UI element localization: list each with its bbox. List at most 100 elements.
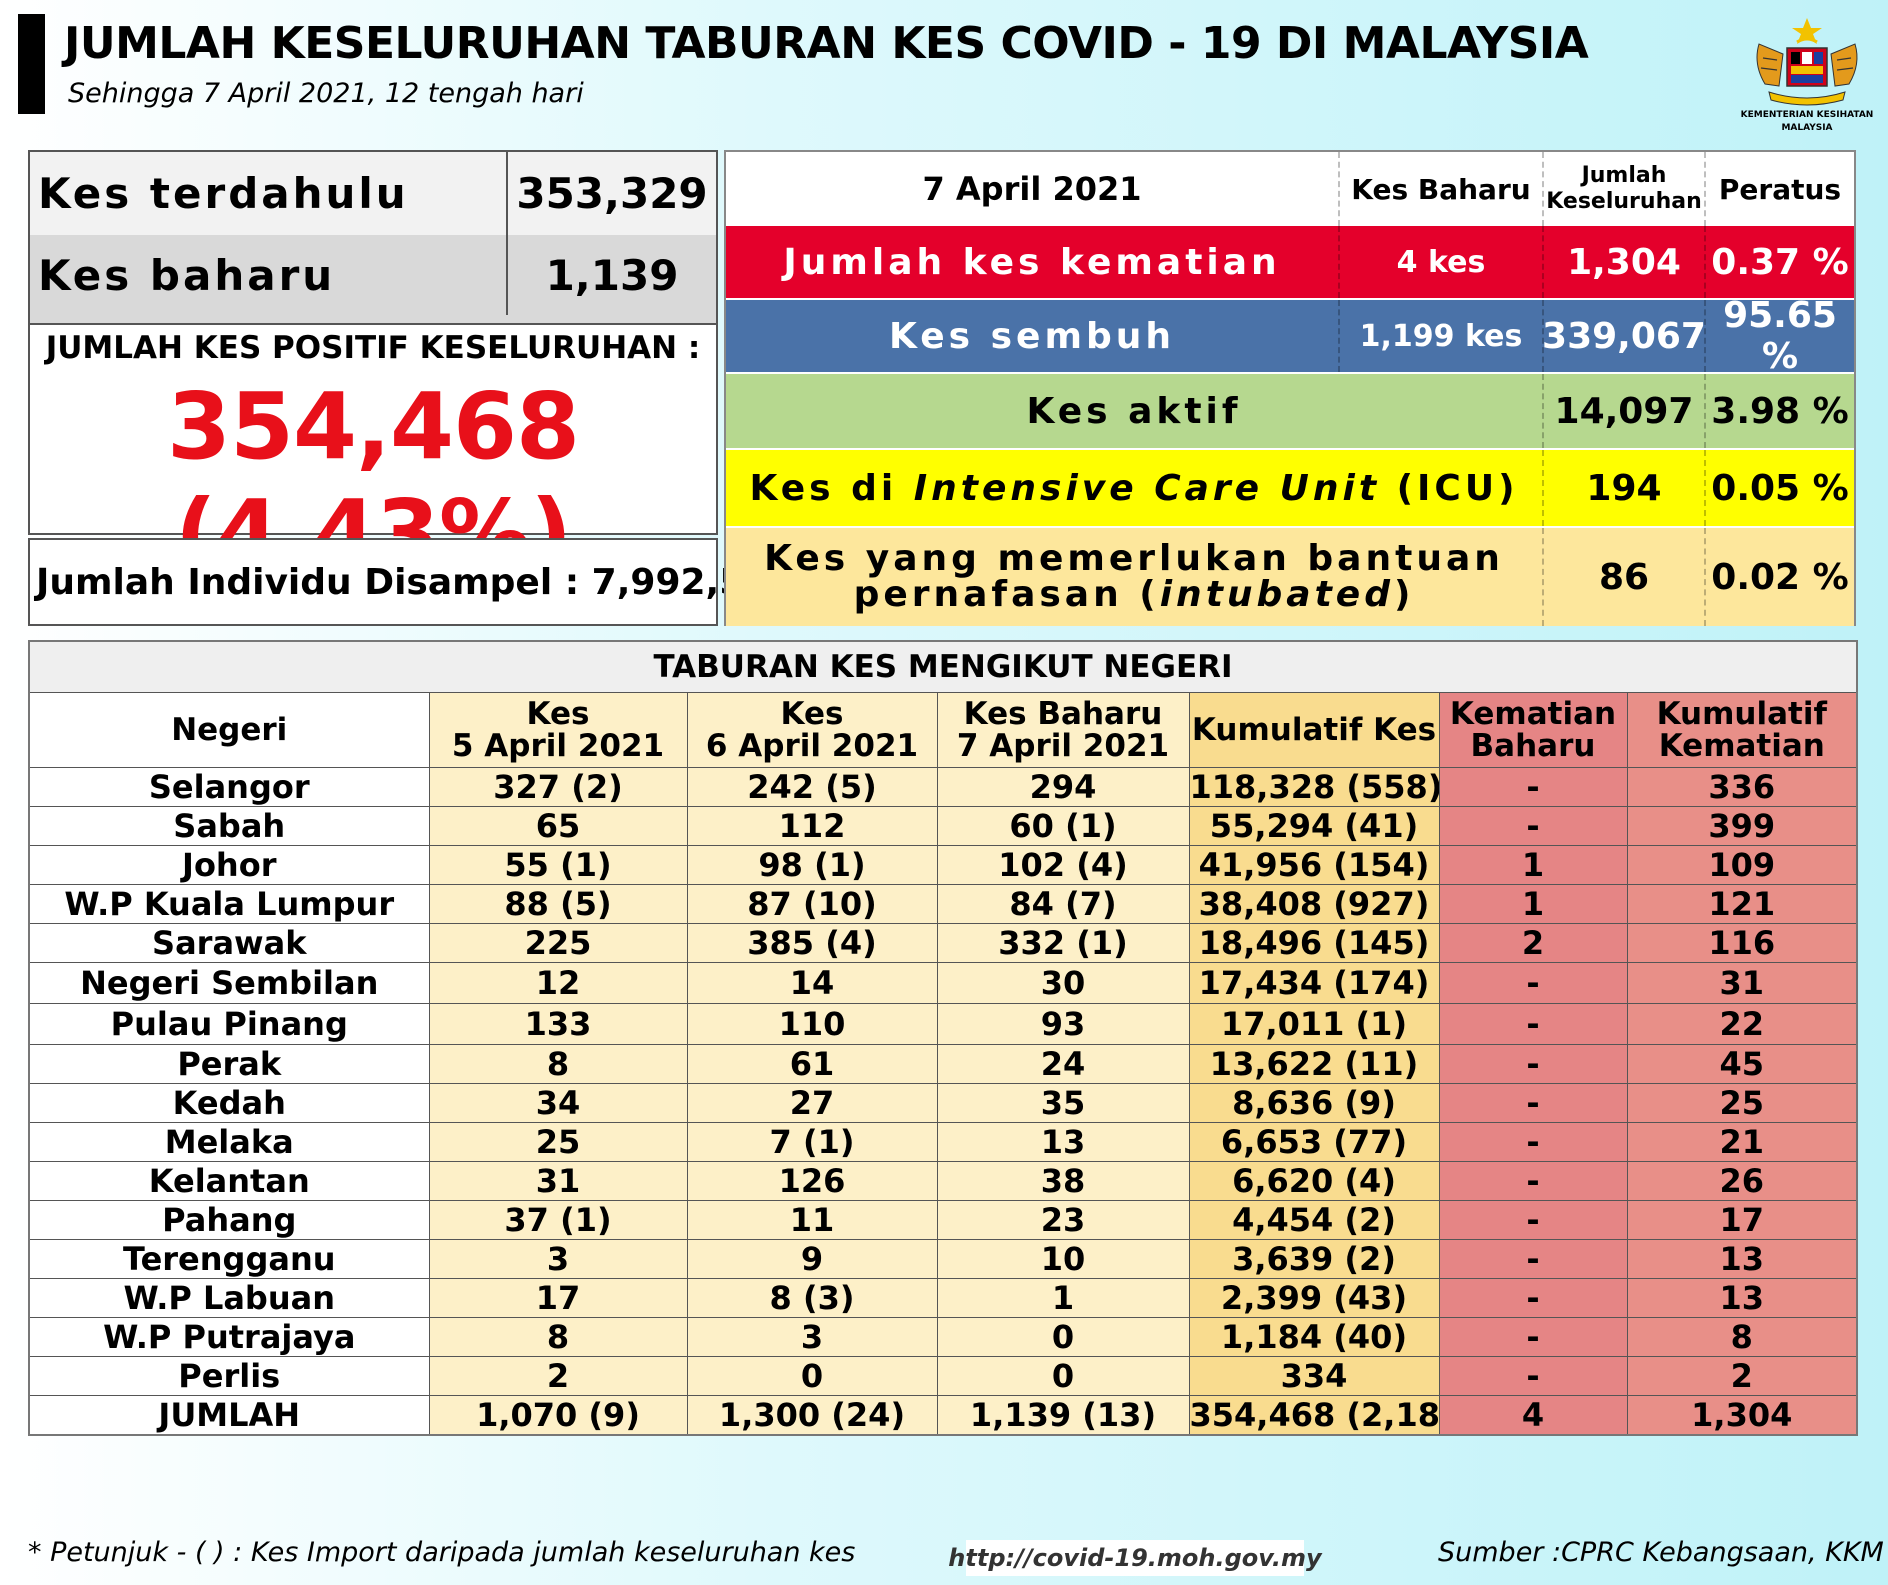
intubated-label-post: ) (1393, 574, 1415, 615)
active-row: Kes aktif 14,097 3.98 % (726, 374, 1854, 448)
new-deaths: - (1438, 1239, 1628, 1279)
cases-5-april: 55 (1) (428, 845, 688, 885)
header-7-april: Kes Baharu 7 April 2021 (936, 692, 1190, 768)
table-row: Pulau Pinang 133 110 93 17,011 (1) -22 (28, 1003, 1858, 1045)
intubated-total: 86 (1542, 528, 1704, 626)
table-row: W.P Kuala Lumpur 88 (5) 87 (10) 84 (7) 38,40… (28, 884, 1858, 924)
cases-6-april: 385 (4) (686, 923, 938, 963)
cumulative-cases: 18,496 (145) (1188, 923, 1440, 963)
deaths-new: 4 kes (1338, 226, 1542, 298)
header-state: Negeri (28, 692, 430, 768)
cases-6-april: 0 (686, 1356, 938, 1396)
new-cases-row: Kes baharu 1,139 (30, 235, 716, 350)
cumulative-deaths: 26 (1626, 1161, 1858, 1201)
coat-of-arms-icon (1756, 18, 1858, 106)
cases-7-april: 0 (936, 1356, 1190, 1396)
icu-row: Kes di Intensive Care Unit (ICU) 194 0.0… (726, 450, 1854, 526)
new-deaths: - (1438, 1122, 1628, 1162)
header-cumulative-deaths: Kumulatif Kematian (1626, 692, 1858, 768)
cases-5-april: 225 (428, 923, 688, 963)
cumulative-cases: 17,434 (174) (1188, 962, 1440, 1004)
cases-6-april: 242 (5) (686, 767, 938, 807)
cumulative-deaths: 121 (1626, 884, 1858, 924)
total-cumulative-cases: 354,468 (2,188) (1188, 1395, 1440, 1436)
cases-7-april: 294 (936, 767, 1190, 807)
new-deaths: - (1438, 1317, 1628, 1357)
state-name: Perlis (28, 1356, 430, 1396)
header-cumulative-deaths-line2: Kematian (1658, 728, 1825, 764)
total-new-deaths: 4 (1438, 1395, 1628, 1436)
icu-label-post: (ICU) (1380, 467, 1519, 509)
state-name: Terengganu (28, 1239, 430, 1279)
new-deaths: - (1438, 1200, 1628, 1240)
header-5-april-line2: 5 April 2021 (451, 728, 665, 764)
cumulative-deaths: 22 (1626, 1003, 1858, 1045)
status-table: 7 April 2021 Kes Baharu Jumlah Keseluruh… (724, 150, 1856, 626)
active-percent: 3.98 % (1704, 374, 1854, 448)
cumulative-cases: 8,636 (9) (1188, 1083, 1440, 1123)
table-row: Perak 8 61 24 13,622 (11) -45 (28, 1044, 1858, 1084)
previous-cases-row: Kes terdahulu 353,329 (30, 152, 716, 237)
cumulative-deaths: 2 (1626, 1356, 1858, 1396)
new-deaths: - (1438, 1083, 1628, 1123)
header-total-line1: Jumlah (1581, 163, 1667, 188)
cases-7-april: 24 (936, 1044, 1190, 1084)
cumulative-cases: 6,620 (4) (1188, 1161, 1440, 1201)
intubated-label: Kes yang memerlukan bantuan pernafasan (… (726, 528, 1542, 626)
cumulative-deaths: 13 (1626, 1278, 1858, 1318)
new-deaths: 1 (1438, 884, 1628, 924)
cumulative-deaths: 116 (1626, 923, 1858, 963)
table-row: Kelantan 31 126 38 6,620 (4) -26 (28, 1161, 1858, 1201)
table-row: W.P Putrajaya 8 3 0 1,184 (40) -8 (28, 1317, 1858, 1357)
table-row: Sarawak 225 385 (4) 332 (1) 18,496 (145) 2 116 (28, 923, 1858, 963)
cases-6-april: 14 (686, 962, 938, 1004)
ministry-name-line2: MALAYSIA (1781, 123, 1833, 133)
header-total-line2: Keseluruhan (1546, 189, 1702, 214)
previous-cases-label: Kes terdahulu (30, 152, 508, 235)
cases-5-april: 65 (428, 806, 688, 846)
cumulative-cases: 13,622 (11) (1188, 1044, 1440, 1084)
cases-5-april: 3 (428, 1239, 688, 1279)
cumulative-deaths: 109 (1626, 845, 1858, 885)
cumulative-deaths: 21 (1626, 1122, 1858, 1162)
state-name: Melaka (28, 1122, 430, 1162)
total-cases-6-april: 1,300 (24) (686, 1395, 938, 1436)
cases-7-april: 10 (936, 1239, 1190, 1279)
cumulative-deaths: 399 (1626, 806, 1858, 846)
state-table-header-row: Negeri Kes 5 April 2021 Kes 6 April 2021 K… (28, 692, 1858, 768)
recovered-row: Kes sembuh 1,199 kes 339,067 95.65 % (726, 295, 1854, 377)
cumulative-cases: 41,956 (154) (1188, 845, 1440, 885)
total-cumulative-deaths: 1,304 (1626, 1395, 1858, 1436)
state-name: Kedah (28, 1083, 430, 1123)
table-row: Selangor 327 (2) 242 (5) 294 118,328 (558) -3… (28, 767, 1858, 807)
ministry-emblem: KEMENTERIAN KESIHATAN MALAYSIA (1732, 14, 1882, 139)
cumulative-cases: 17,011 (1) (1188, 1003, 1440, 1045)
cases-5-april: 12 (428, 962, 688, 1004)
deaths-total: 1,304 (1542, 226, 1704, 298)
cases-5-april: 133 (428, 1003, 688, 1045)
new-deaths: - (1438, 767, 1628, 807)
cases-6-april: 7 (1) (686, 1122, 938, 1162)
cases-6-april: 87 (10) (686, 884, 938, 924)
cases-6-april: 3 (686, 1317, 938, 1357)
cases-5-april: 25 (428, 1122, 688, 1162)
cases-5-april: 17 (428, 1278, 688, 1318)
footer-url-link[interactable]: http://covid-19.moh.gov.my (948, 1540, 1322, 1576)
cases-5-april: 327 (2) (428, 767, 688, 807)
intubated-label-line1: Kes yang memerlukan bantuan (764, 538, 1504, 579)
intubated-label-pre: pernafasan ( (853, 574, 1160, 615)
new-deaths: - (1438, 806, 1628, 846)
header-7-april-line2: 7 April 2021 (956, 728, 1170, 764)
header-cumulative-cases: Kumulatif Kes (1188, 692, 1440, 768)
intubated-percent: 0.02 % (1704, 528, 1854, 626)
cases-7-april: 93 (936, 1003, 1190, 1045)
ministry-name-line1: KEMENTERIAN KESIHATAN (1740, 110, 1874, 120)
cumulative-cases: 55,294 (41) (1188, 806, 1440, 846)
cases-7-april: 38 (936, 1161, 1190, 1201)
cases-7-april: 1 (936, 1278, 1190, 1318)
status-header-row: 7 April 2021 Kes Baharu Jumlah Keseluruh… (726, 152, 1854, 226)
state-name: Sarawak (28, 923, 430, 963)
cases-5-april: 31 (428, 1161, 688, 1201)
total-row: JUMLAH 1,070 (9) 1,300 (24) 1,139 (13) 354,4… (28, 1395, 1858, 1436)
cases-7-april: 30 (936, 962, 1190, 1004)
